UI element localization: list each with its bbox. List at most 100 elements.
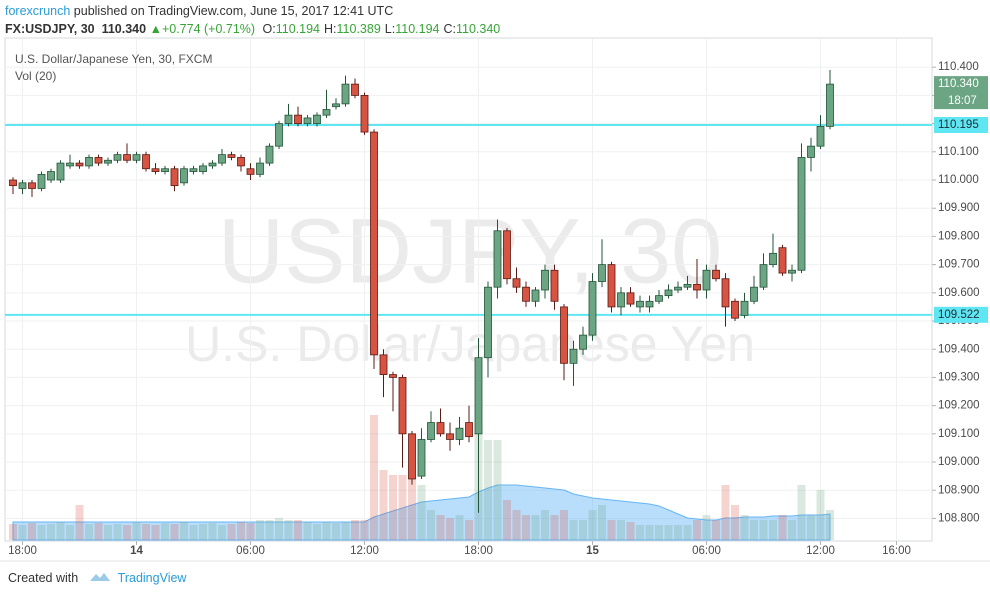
watermark: USDJPY, 30 <box>218 200 723 302</box>
candle-body <box>170 168 179 187</box>
volume-bar <box>664 525 673 540</box>
candle-body <box>275 123 283 147</box>
candle-body <box>199 165 207 172</box>
x-tick-label: 15 <box>586 545 599 557</box>
candle-body <box>750 286 758 302</box>
candle-body <box>417 439 426 477</box>
volume-bar <box>465 520 473 540</box>
symbol: FX:USDJPY, 30 <box>5 22 95 36</box>
volume-bar <box>180 522 188 540</box>
level-label: 109.522 <box>938 309 980 321</box>
candle-body <box>636 300 644 308</box>
stat-value: 110.194 <box>395 22 440 36</box>
y-tick-label: 109.300 <box>938 371 980 383</box>
volume-bar <box>522 515 530 540</box>
stat-label: H: <box>324 22 337 36</box>
volume-bar <box>531 515 540 540</box>
candle-body <box>436 422 445 435</box>
volume-bar <box>769 520 777 540</box>
candle-body <box>816 126 825 147</box>
published: published on TradingView.com, June 15, 2… <box>73 4 394 18</box>
candle-body <box>303 117 312 125</box>
volume-bar <box>237 522 245 540</box>
volume-bar <box>332 523 340 540</box>
candle-body <box>493 230 502 288</box>
volume-bar <box>85 524 93 540</box>
level-box <box>934 117 988 134</box>
candle-body <box>541 269 549 291</box>
volume-bar <box>341 522 350 540</box>
candle-body <box>389 374 397 378</box>
tradingview: TradingView <box>117 571 187 585</box>
volume-bar <box>712 520 720 540</box>
volume-bar <box>807 515 815 540</box>
volume-bar <box>655 525 663 540</box>
volume-bar <box>9 524 17 540</box>
candle-body <box>75 162 84 167</box>
candle-body <box>379 354 388 376</box>
candle-body <box>85 157 93 167</box>
volume-bar <box>265 520 274 540</box>
volume-bar <box>750 520 758 540</box>
volume-bar <box>484 440 492 540</box>
volume-bar <box>379 470 388 540</box>
volume-bar <box>560 510 568 540</box>
volume-bar <box>170 524 179 540</box>
candle-body <box>797 157 806 271</box>
y-tick-label: 109.900 <box>938 202 980 214</box>
candle-body <box>484 286 492 359</box>
candle-body <box>246 168 255 175</box>
candle-body <box>408 433 416 480</box>
volume-bar <box>37 525 46 540</box>
candle-body <box>265 145 274 164</box>
candle-body <box>360 95 369 133</box>
volume-bar <box>788 520 796 540</box>
volume-bar <box>674 525 682 540</box>
volume-bar <box>550 515 559 540</box>
candle-body <box>132 154 141 161</box>
volume-bar <box>75 505 84 540</box>
volume-ma-area <box>12 484 831 541</box>
volume-bar <box>66 525 74 540</box>
candle-body <box>579 334 587 350</box>
volume-bar <box>18 525 27 540</box>
volume-bar <box>797 485 806 540</box>
volume-bar <box>607 520 616 540</box>
volume-bar <box>541 510 549 540</box>
candle-body <box>142 154 150 170</box>
header: forexcrunch published on TradingView.com… <box>5 2 500 38</box>
candle-body <box>427 422 435 440</box>
volume-bar <box>313 524 321 540</box>
stats: O:110.194 H:110.389 L:110.194 C:110.340 <box>259 22 501 36</box>
volume-bar <box>446 518 454 540</box>
volume-bar <box>731 505 739 540</box>
volume-bar <box>94 523 103 540</box>
volume-bar <box>455 515 464 540</box>
volume-bar <box>626 522 635 540</box>
countdown: 18:07 <box>948 95 977 107</box>
y-tick-label: 109.100 <box>938 428 980 440</box>
x-tick-label: 06:00 <box>236 545 265 557</box>
candle-body <box>731 300 739 319</box>
candle-body <box>721 278 730 308</box>
price: 110.340 <box>101 22 147 36</box>
candle-body <box>294 114 302 125</box>
candle-body <box>104 159 112 164</box>
candle-body <box>322 109 331 116</box>
candle-body <box>446 433 454 440</box>
volume-bar <box>645 525 654 540</box>
volume-bar <box>702 515 711 540</box>
volume-bar <box>598 505 606 540</box>
candle-body <box>151 168 160 172</box>
volume-bar <box>512 510 521 540</box>
candle-body <box>788 269 796 274</box>
stat-label: C: <box>443 22 456 36</box>
candle-body <box>655 295 663 302</box>
candle-body <box>712 269 720 280</box>
volume-bar <box>740 515 749 540</box>
volume-label: Vol (20) <box>15 69 56 83</box>
tv-logo <box>89 573 110 581</box>
stat-label: L: <box>384 22 396 36</box>
volume-bar <box>284 520 293 540</box>
volume-bar <box>151 525 160 540</box>
